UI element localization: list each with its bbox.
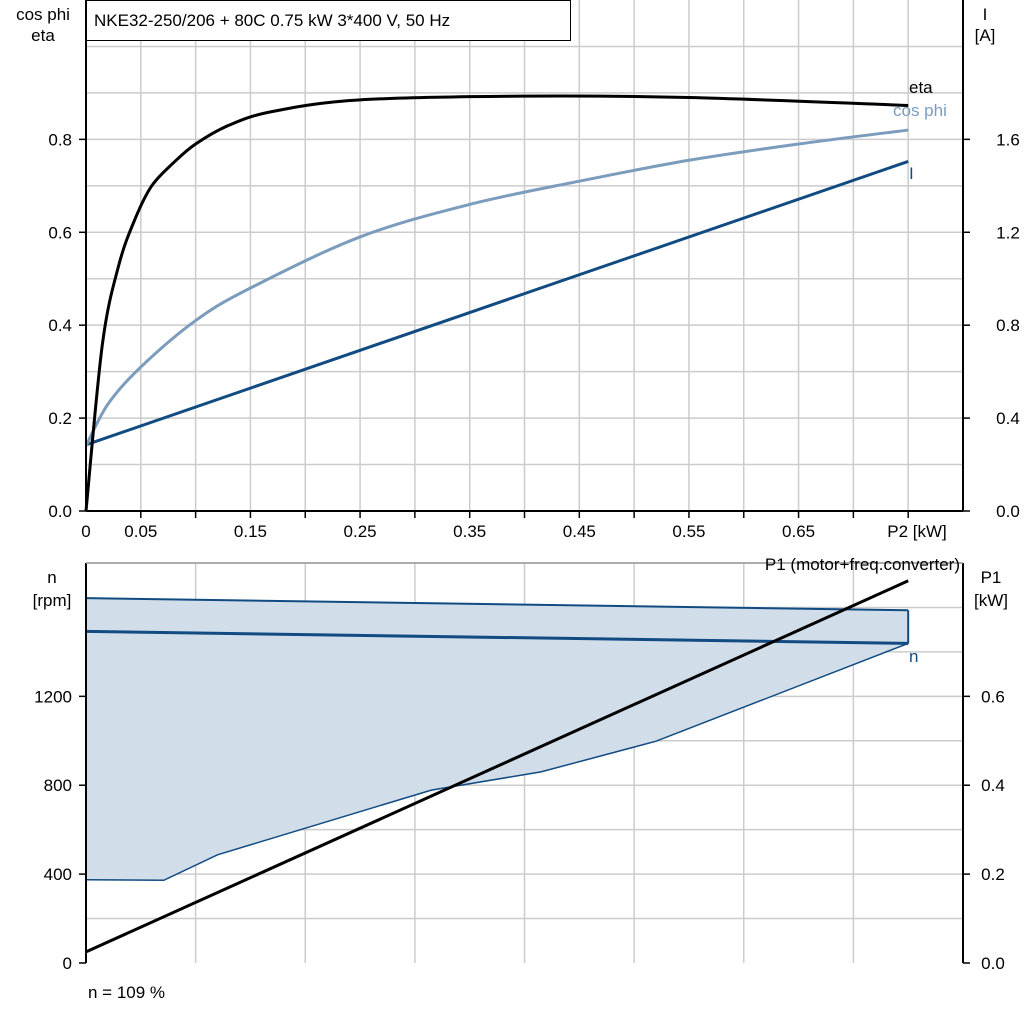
y-left-tick-label: 0.4 — [48, 316, 72, 335]
y-right-tick-label: 1.2 — [996, 223, 1020, 242]
bottom-right-label-P1: P1 — [981, 568, 1002, 587]
y-left-tick-label: 0.8 — [48, 130, 72, 149]
right-axis-label-A: [A] — [975, 26, 996, 45]
y-right-tick-label: 0.0 — [996, 502, 1020, 521]
y-right-tick-label: 0.4 — [996, 409, 1020, 428]
x-tick-label: 0.35 — [453, 522, 486, 541]
x-tick-label: 0.65 — [782, 522, 815, 541]
y-right-tick-label: 0.8 — [996, 316, 1020, 335]
chart-marks — [84, 94, 910, 954]
title-box — [86, 0, 571, 41]
x-tick-label: 0.15 — [234, 522, 267, 541]
series-P1 — [85, 579, 909, 954]
x-tick-label: 0.55 — [672, 522, 705, 541]
n-tick-label: 1200 — [34, 687, 72, 706]
series-label-P1: P1 (motor+freq.converter) — [765, 555, 960, 574]
series-eta — [84, 94, 909, 512]
series-I — [85, 159, 909, 447]
series-cosphi — [84, 128, 909, 447]
series-label-I: I — [909, 164, 914, 183]
x-tick-label: 0.45 — [563, 522, 596, 541]
series-n-max — [85, 597, 909, 612]
P1-tick-label: 0.6 — [981, 687, 1005, 706]
P1-tick-label: 0.0 — [981, 954, 1005, 973]
n-tick-label: 400 — [44, 865, 72, 884]
left-axis-label-eta: eta — [31, 26, 55, 45]
y-left-tick-label: 0.0 — [48, 502, 72, 521]
bottom-right-label-kW: [kW] — [974, 591, 1008, 610]
axes: 0 0.05 0.15 0.25 0.35 0.45 0.55 0.65 0.0 0.2 0.4 0.… — [34, 0, 1020, 973]
x-tick-label: 0 — [81, 522, 90, 541]
series-label-eta: eta — [909, 78, 933, 97]
n-tick-label: 0 — [63, 954, 72, 973]
P1-tick-label: 0.2 — [981, 865, 1005, 884]
y-left-tick-label: 0.6 — [48, 223, 72, 242]
left-axis-label-cosphi: cos phi — [16, 5, 70, 24]
series-n-min — [85, 642, 909, 882]
n-tick-label: 800 — [44, 776, 72, 795]
y-left-tick-label: 0.2 — [48, 409, 72, 428]
x-tick-label: 0.25 — [344, 522, 377, 541]
bottom-left-label-rpm: [rpm] — [33, 591, 72, 610]
series-label-cosphi: cos phi — [893, 101, 947, 120]
P1-tick-label: 0.4 — [981, 776, 1005, 795]
top-grid — [86, 0, 963, 511]
bottom-left-label-n: n — [47, 568, 56, 587]
y-right-tick-label: 1.6 — [996, 130, 1020, 149]
x-axis-label: P2 [kW] — [887, 522, 947, 541]
speed-percentage: n = 109 % — [88, 983, 165, 1002]
chart-title: NKE32-250/206 + 80C 0.75 kW 3*400 V, 50 … — [94, 11, 450, 30]
speed-range-band — [86, 598, 909, 881]
right-axis-label-I: I — [983, 5, 988, 24]
series-label-n: n — [909, 647, 918, 666]
x-tick-label: 0.05 — [124, 522, 157, 541]
